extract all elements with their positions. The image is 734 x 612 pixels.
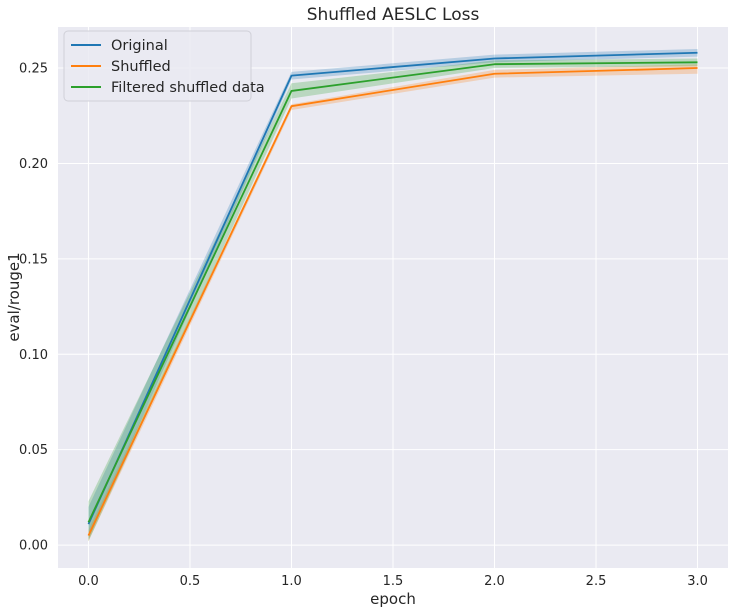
series-line: [87, 61, 698, 523]
y-tick-label: 0.00: [19, 539, 48, 554]
y-tick-labels: 0.00 0.05 0.10 0.15 0.20 0.25: [19, 62, 48, 554]
chart-title: Shuffled AESLC Loss: [307, 5, 480, 25]
x-tick-labels: 0.0 0.5 1.0 1.5 2.0 2.5 3.0: [78, 574, 708, 589]
y-tick-label: 0.25: [19, 62, 48, 77]
y-tick-label: 0.20: [19, 157, 48, 172]
series-lines: [87, 51, 698, 536]
x-tick-label: 0.0: [78, 574, 99, 589]
y-axis-label: eval/rouge1: [5, 252, 23, 341]
series-line: [87, 67, 698, 536]
legend-box: [63, 30, 252, 102]
legend-label: Shuffled: [111, 59, 171, 75]
legend: Original Shuffled Filtered shuffled data: [63, 30, 265, 102]
x-tick-label: 1.0: [281, 574, 302, 589]
y-tick-label: 0.15: [19, 252, 48, 267]
y-tick-label: 0.10: [19, 348, 48, 363]
legend-label: Filtered shuffled data: [111, 80, 265, 96]
y-tick-label: 0.05: [19, 443, 48, 458]
series-line: [87, 51, 698, 525]
grid-lines: [58, 27, 728, 568]
x-tick-label: 0.5: [180, 574, 201, 589]
legend-label: Original: [111, 38, 168, 54]
x-axis-label: epoch: [370, 590, 416, 608]
x-tick-label: 2.0: [484, 574, 505, 589]
x-tick-label: 3.0: [687, 574, 708, 589]
x-tick-label: 1.5: [383, 574, 404, 589]
x-tick-label: 2.5: [586, 574, 607, 589]
